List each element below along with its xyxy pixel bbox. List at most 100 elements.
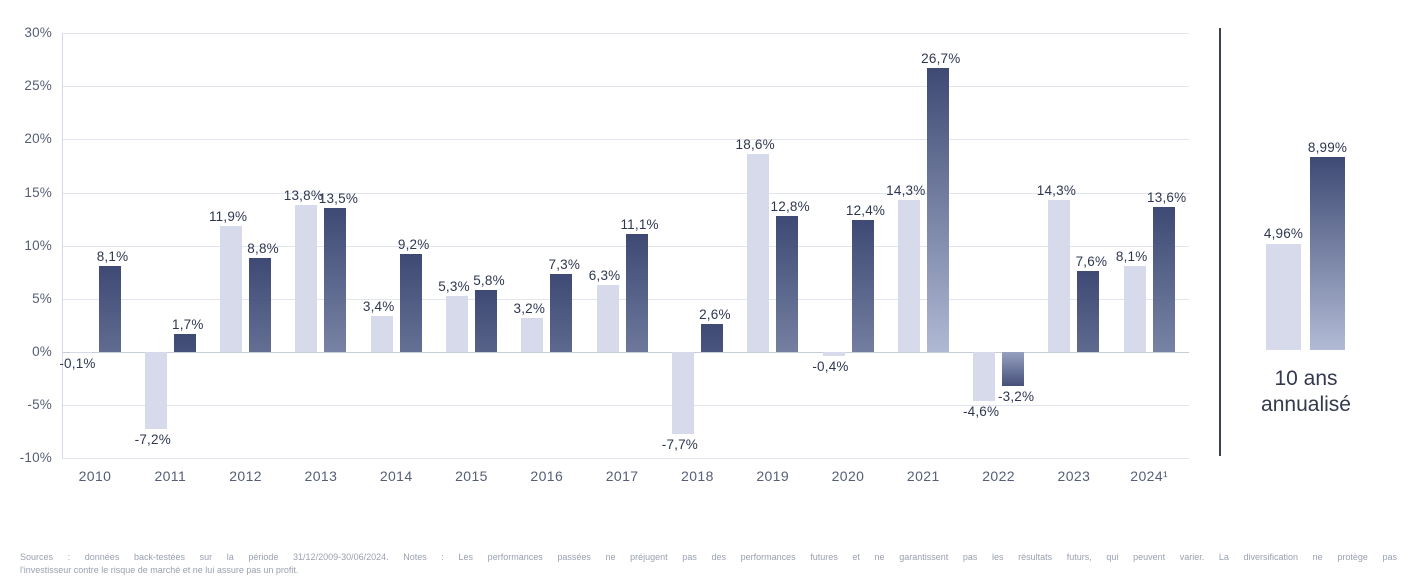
bar-dark: [926, 68, 949, 352]
sources-note-line1: Sources : données back-testées sur la pé…: [20, 552, 1397, 562]
data-label: 9,2%: [397, 237, 430, 253]
x-axis-year-label: 2014: [379, 468, 413, 484]
bar-light: [144, 352, 167, 429]
data-label: 6,3%: [588, 268, 621, 283]
annualized-bar-light: [1266, 243, 1301, 350]
data-label: 12,4%: [845, 203, 886, 219]
data-label: -4,6%: [962, 403, 1000, 419]
data-label: 3,2%: [513, 301, 546, 316]
gridline: [62, 245, 1189, 247]
x-axis-year-label: 2015: [455, 468, 488, 484]
bar-light: [747, 154, 770, 352]
x-axis-year-label: 2012: [229, 468, 262, 484]
bar-dark: [851, 220, 874, 352]
panel-divider: [1219, 28, 1221, 456]
y-axis-line: [62, 33, 63, 459]
gridline: [62, 139, 1189, 141]
data-label: 5,8%: [473, 273, 505, 289]
y-tick-label: 20%: [24, 131, 52, 147]
bar-dark: [324, 208, 347, 352]
bar-light: [295, 205, 318, 352]
bar-light: [521, 318, 544, 352]
data-label: 11,9%: [208, 208, 248, 224]
bar-dark: [776, 215, 799, 352]
annualized-caption: 10 ans annualisé: [1261, 367, 1351, 417]
x-axis-year-label: 2018: [681, 468, 714, 484]
x-axis-year-label: 2017: [605, 468, 639, 484]
bar-light: [69, 352, 92, 354]
x-axis-year-label: 2022: [982, 468, 1015, 484]
bar-dark: [1152, 207, 1175, 352]
y-tick-label: 15%: [24, 184, 52, 200]
data-label: -7,2%: [134, 431, 171, 447]
data-label: 14,3%: [1036, 182, 1077, 198]
gridline: [62, 298, 1189, 300]
data-label: 12,8%: [770, 198, 810, 214]
annualized-data-label: 4,96%: [1263, 226, 1304, 242]
x-axis-year-label: 2010: [78, 468, 112, 484]
bar-dark: [550, 274, 573, 352]
data-label: 14,3%: [886, 182, 926, 198]
x-axis-year-label: 2024¹: [1130, 468, 1169, 484]
annualized-data-label: 8,99%: [1307, 139, 1348, 155]
annualized-bar-dark: [1310, 157, 1345, 350]
bar-light: [370, 315, 393, 352]
data-label: 7,6%: [1075, 254, 1108, 270]
bar-dark: [1002, 352, 1025, 386]
x-axis-year-label: 2021: [906, 468, 940, 484]
data-label: 8,1%: [96, 248, 129, 264]
bar-dark: [625, 234, 648, 352]
data-label: 2,6%: [699, 307, 731, 323]
data-label: -0,1%: [59, 356, 96, 372]
bar-dark: [173, 333, 196, 352]
bar-dark: [98, 265, 121, 352]
x-axis-year-label: 2019: [756, 468, 790, 484]
annualized-10y-panel: 10 ans annualisé 4,96% 8,99%: [1222, 0, 1417, 470]
data-label: 13,8%: [283, 188, 324, 204]
y-tick-label: 25%: [24, 78, 52, 94]
bar-dark: [475, 290, 497, 352]
x-axis-year-label: 2023: [1057, 468, 1091, 484]
data-label: -3,2%: [997, 389, 1035, 404]
data-label: 8,1%: [1115, 248, 1148, 264]
bar-light: [973, 352, 996, 401]
data-label: 18,6%: [735, 137, 775, 153]
zero-gridline: [62, 352, 1189, 353]
y-tick-label: 5%: [32, 290, 52, 306]
y-tick-label: -10%: [19, 450, 52, 466]
gridline: [62, 405, 1189, 407]
y-tick-label: 0%: [32, 344, 52, 359]
data-label: 13,5%: [318, 191, 359, 207]
bar-light: [897, 199, 920, 352]
bar-light: [822, 352, 845, 357]
gridline: [62, 458, 1189, 460]
data-label: 1,7%: [172, 316, 204, 332]
sources-note-line2: l'investisseur contre le risque de march…: [20, 564, 299, 575]
data-label: -7,7%: [661, 436, 699, 452]
bar-dark: [1077, 271, 1100, 352]
gridline: [62, 192, 1189, 194]
bar-light: [596, 285, 619, 352]
data-label: 5,3%: [438, 278, 470, 294]
data-label: 7,3%: [548, 257, 581, 273]
x-axis-year-label: 2013: [304, 468, 338, 484]
sources-note: Sources : données back-testées sur la pé…: [20, 551, 1397, 576]
data-label: 26,7%: [921, 51, 961, 67]
bar-dark: [700, 324, 723, 352]
x-axis-year-label: 2011: [154, 468, 187, 484]
x-axis-year-label: 2016: [530, 468, 564, 484]
x-axis-year-label: 2020: [831, 468, 865, 484]
gridline: [62, 33, 1189, 34]
bar-light: [671, 352, 694, 434]
bar-dark: [249, 258, 272, 352]
data-label: 11,1%: [620, 217, 659, 232]
bar-light: [1048, 199, 1071, 352]
data-label: 8,8%: [247, 241, 279, 257]
bar-light: [220, 225, 243, 352]
bar-dark: [399, 254, 422, 352]
bar-light: [1123, 265, 1146, 352]
y-tick-label: 10%: [24, 237, 52, 253]
data-label: 3,4%: [362, 298, 395, 314]
gridline: [62, 86, 1189, 88]
